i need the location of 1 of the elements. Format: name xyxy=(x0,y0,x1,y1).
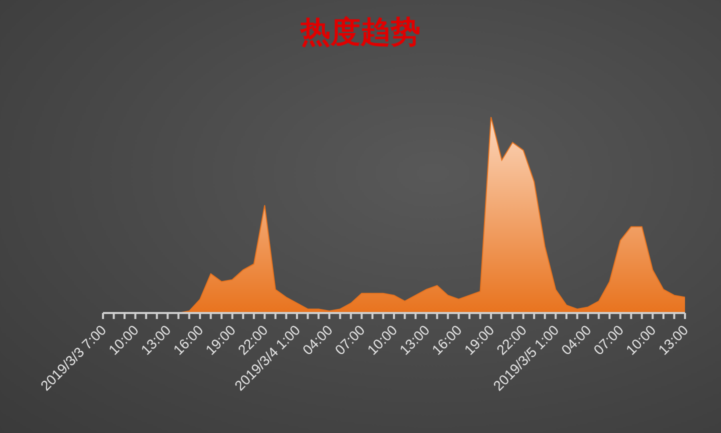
chart-title: 热度趋势 xyxy=(299,14,422,52)
